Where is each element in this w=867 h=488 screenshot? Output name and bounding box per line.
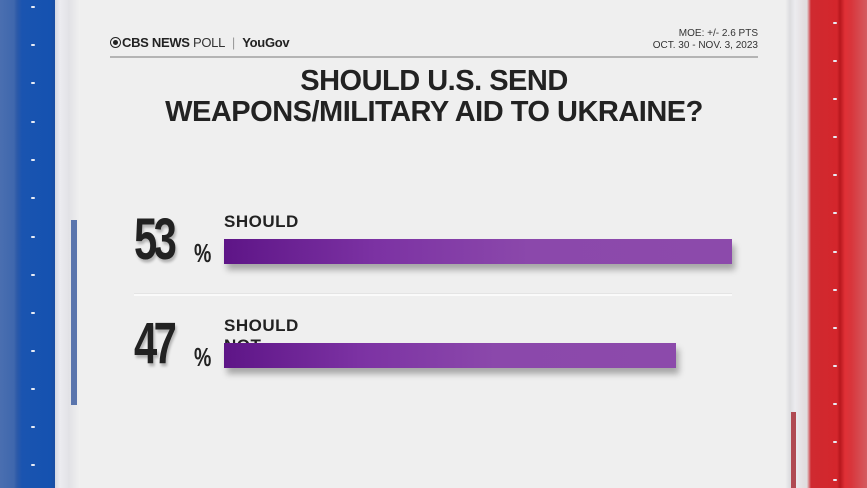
- bar-should-not: [224, 343, 676, 368]
- chart-title: SHOULD U.S. SEND WEAPONS/MILITARY AID TO…: [110, 66, 758, 128]
- margin-of-error: MOE: +/- 2.6 PTS: [678, 28, 758, 39]
- poll-header: CBS NEWS POLL | YouGov MOE: +/- 2.6 PTS …: [110, 28, 758, 58]
- percent-value: 53: [134, 207, 177, 272]
- bar-should: [224, 239, 732, 264]
- right-accent-bar: [791, 412, 796, 488]
- percent-value: 47: [134, 311, 177, 376]
- brand-partner: YouGov: [242, 35, 290, 50]
- brand-separator: |: [231, 35, 235, 50]
- poll-dates: OCT. 30 - NOV. 3, 2023: [652, 40, 758, 51]
- percent-sign: %: [194, 342, 212, 372]
- title-line-1: SHOULD U.S. SEND: [300, 65, 568, 97]
- frame-left-blue: [0, 0, 60, 488]
- row-divider: [134, 293, 732, 296]
- frame-right-red: [807, 0, 867, 488]
- frame-right-edge: [785, 0, 809, 488]
- brand-cbs: CBS NEWS: [122, 35, 190, 50]
- left-accent-bar: [71, 220, 77, 405]
- bar-label: SHOULD: [224, 212, 299, 231]
- cbs-eye-icon: [110, 37, 121, 48]
- brand-poll: POLL: [192, 35, 225, 50]
- poll-meta: MOE: +/- 2.6 PTS OCT. 30 - NOV. 3, 2023: [653, 28, 758, 52]
- title-line-2: WEAPONS/MILITARY AID TO UKRAINE?: [165, 96, 703, 128]
- brand-logo: CBS NEWS POLL | YouGov: [110, 35, 290, 50]
- percent-sign: %: [194, 238, 212, 268]
